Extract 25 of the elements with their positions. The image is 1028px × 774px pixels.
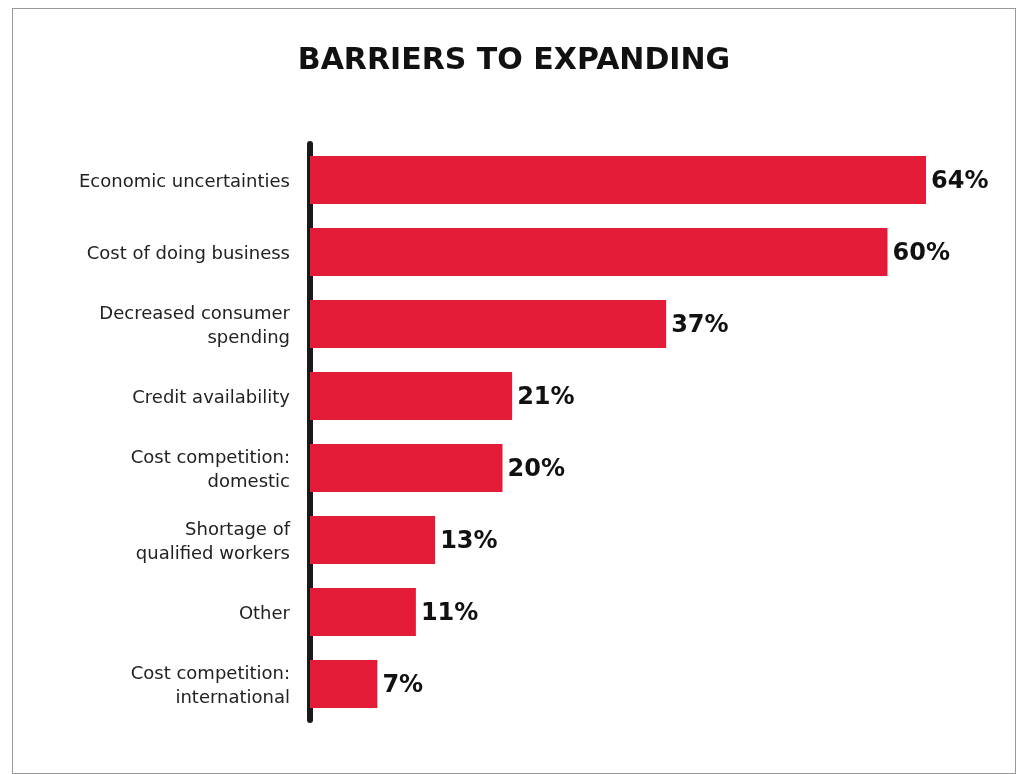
bar <box>310 228 888 276</box>
data-label: 64% <box>931 166 989 194</box>
bar <box>310 444 503 492</box>
y-tick-label: Cost competition: domestic <box>130 445 290 491</box>
y-tick-label: Cost of doing business <box>86 241 290 263</box>
bar <box>310 516 436 564</box>
y-tick-label: Cost competition: international <box>130 661 290 707</box>
data-label: 21% <box>517 382 575 410</box>
y-tick-label: Other <box>238 601 291 623</box>
chart-title: BARRIERS TO EXPANDING <box>297 40 731 76</box>
data-label: 37% <box>671 310 729 338</box>
y-tick-label: Economic uncertainties <box>78 169 290 191</box>
bar <box>310 372 513 420</box>
bar <box>310 660 378 708</box>
data-label: 11% <box>420 598 479 626</box>
bar <box>310 588 416 636</box>
data-label: 13% <box>440 526 498 554</box>
y-tick-label: Credit availability <box>132 385 291 407</box>
data-label: 20% <box>507 454 565 482</box>
data-label: 60% <box>892 238 950 266</box>
y-tick-label: Shortage of qualified workers <box>135 517 291 563</box>
data-label: 7% <box>382 670 424 698</box>
bar <box>310 156 926 204</box>
bar <box>310 300 667 348</box>
y-tick-label: Decreased consumer spending <box>99 301 291 347</box>
